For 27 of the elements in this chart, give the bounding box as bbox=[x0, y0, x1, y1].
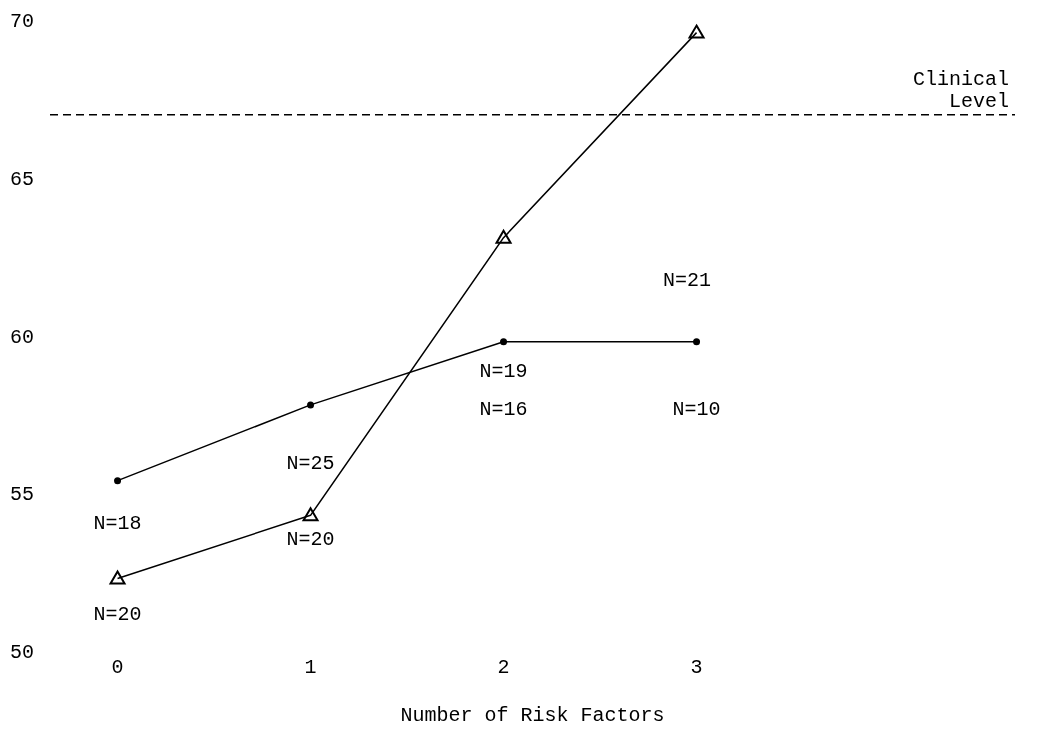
annotation: N=19 bbox=[479, 360, 528, 384]
annotation: N=18 bbox=[93, 511, 142, 535]
annotation: N=16 bbox=[479, 398, 528, 422]
point bbox=[307, 401, 315, 409]
y-tick-label: 55 bbox=[10, 483, 35, 507]
x-tick-label: 2 bbox=[497, 656, 510, 680]
y-tick-label: 60 bbox=[10, 325, 35, 349]
point bbox=[114, 477, 122, 485]
point bbox=[302, 507, 319, 522]
y-tick-label: 70 bbox=[10, 10, 35, 33]
point bbox=[693, 338, 701, 346]
x-tick-label: 0 bbox=[111, 656, 124, 680]
point bbox=[109, 570, 126, 585]
annotation: N=10 bbox=[672, 398, 721, 422]
x-tick-label: 3 bbox=[690, 656, 703, 680]
point bbox=[688, 24, 705, 39]
annotation: N=25 bbox=[286, 451, 335, 475]
ref-line-label: Clinical Level bbox=[912, 67, 1009, 113]
x-axis-title: Number of Risk Factors bbox=[400, 704, 665, 727]
annotation: N=20 bbox=[93, 603, 142, 627]
annotation: N=20 bbox=[286, 527, 335, 551]
y-tick-label: 65 bbox=[10, 167, 35, 191]
point bbox=[500, 338, 508, 346]
y-tick-label: 50 bbox=[10, 641, 35, 664]
point bbox=[495, 229, 512, 244]
annotation: N=21 bbox=[662, 268, 711, 292]
x-tick-label: 1 bbox=[304, 656, 317, 680]
